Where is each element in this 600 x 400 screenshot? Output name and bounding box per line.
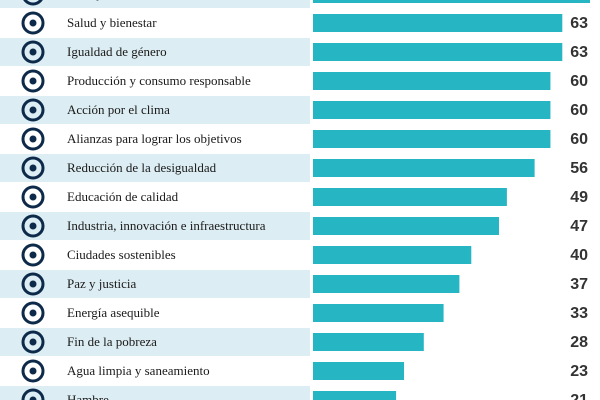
bar xyxy=(313,391,397,400)
icon-dot xyxy=(29,251,37,259)
row-band xyxy=(0,270,310,298)
icon-dot xyxy=(29,135,37,143)
icon xyxy=(21,330,45,354)
bar xyxy=(313,217,499,235)
icon xyxy=(21,185,45,209)
bar xyxy=(313,14,563,32)
value-label: 28 xyxy=(570,334,588,351)
value-label: 56 xyxy=(570,160,588,177)
row-band xyxy=(0,212,310,240)
value-label: 60 xyxy=(570,73,588,90)
row-band xyxy=(0,154,310,182)
bar xyxy=(313,362,405,380)
value-label: 63 xyxy=(570,15,588,32)
icon xyxy=(23,0,43,6)
bar xyxy=(313,72,551,90)
icon xyxy=(21,214,45,238)
category-label: Educación de calidad xyxy=(67,189,179,204)
value-label: 21 xyxy=(570,392,588,400)
category-label: Acción por el clima xyxy=(67,102,170,117)
category-label: Energía asequible xyxy=(67,305,160,320)
row-band xyxy=(0,328,310,356)
bar xyxy=(313,43,563,61)
value-label: 63 xyxy=(570,44,588,61)
category-label: Ciudades sostenibles xyxy=(67,247,176,262)
icon xyxy=(21,388,45,400)
bar xyxy=(313,159,535,177)
bar xyxy=(313,101,551,119)
value-label: 47 xyxy=(570,218,588,235)
icon-dot xyxy=(29,222,37,230)
value-label: 60 xyxy=(570,131,588,148)
icon-dot xyxy=(29,19,37,27)
category-label: Hambre xyxy=(67,392,109,400)
icon xyxy=(21,243,45,267)
value-label: 60 xyxy=(570,102,588,119)
category-label: Agua limpia y saneamiento xyxy=(67,363,210,378)
icon xyxy=(21,98,45,122)
icon xyxy=(21,11,45,35)
bar xyxy=(313,275,460,293)
bar xyxy=(313,130,551,148)
icon-dot xyxy=(29,280,37,288)
value-label: 49 xyxy=(570,189,588,206)
bar xyxy=(313,188,507,206)
icon xyxy=(21,272,45,296)
category-label: Producción y consumo responsable xyxy=(67,73,251,88)
category-label: Salud y bienestar xyxy=(67,15,157,30)
icon xyxy=(21,127,45,151)
row-band xyxy=(0,96,310,124)
category-label: Reducción de la desigualdad xyxy=(67,160,217,175)
bar xyxy=(313,246,472,264)
value-label: 23 xyxy=(570,363,588,380)
category-label: Alianzas para lograr los objetivos xyxy=(67,131,242,146)
category-label: Trabajo decente xyxy=(67,0,150,1)
value-label: 40 xyxy=(570,247,588,264)
icon xyxy=(21,301,45,325)
row-band xyxy=(0,386,310,400)
icon-dot xyxy=(29,367,37,375)
value-label: 37 xyxy=(570,276,588,293)
icon-dot xyxy=(29,309,37,317)
category-label: Paz y justicia xyxy=(67,276,137,291)
icon xyxy=(21,40,45,64)
row-band xyxy=(0,0,310,8)
category-label: Igualdad de género xyxy=(67,44,167,59)
icon-dot xyxy=(29,77,37,85)
icon-dot xyxy=(29,338,37,346)
row-band xyxy=(0,38,310,66)
value-label: 70 xyxy=(570,0,588,3)
value-label: 33 xyxy=(570,305,588,322)
bar xyxy=(313,0,590,3)
bar xyxy=(313,304,444,322)
icon xyxy=(21,156,45,180)
icon xyxy=(21,69,45,93)
icon-dot xyxy=(29,164,37,172)
icon-dot xyxy=(29,396,37,400)
icon-dot xyxy=(29,48,37,56)
icon-dot xyxy=(29,193,37,201)
category-label: Fin de la pobreza xyxy=(67,334,157,349)
icon-dot xyxy=(29,106,37,114)
icon xyxy=(21,359,45,383)
bar xyxy=(313,333,424,351)
category-label: Industria, innovación e infraestructura xyxy=(67,218,266,233)
